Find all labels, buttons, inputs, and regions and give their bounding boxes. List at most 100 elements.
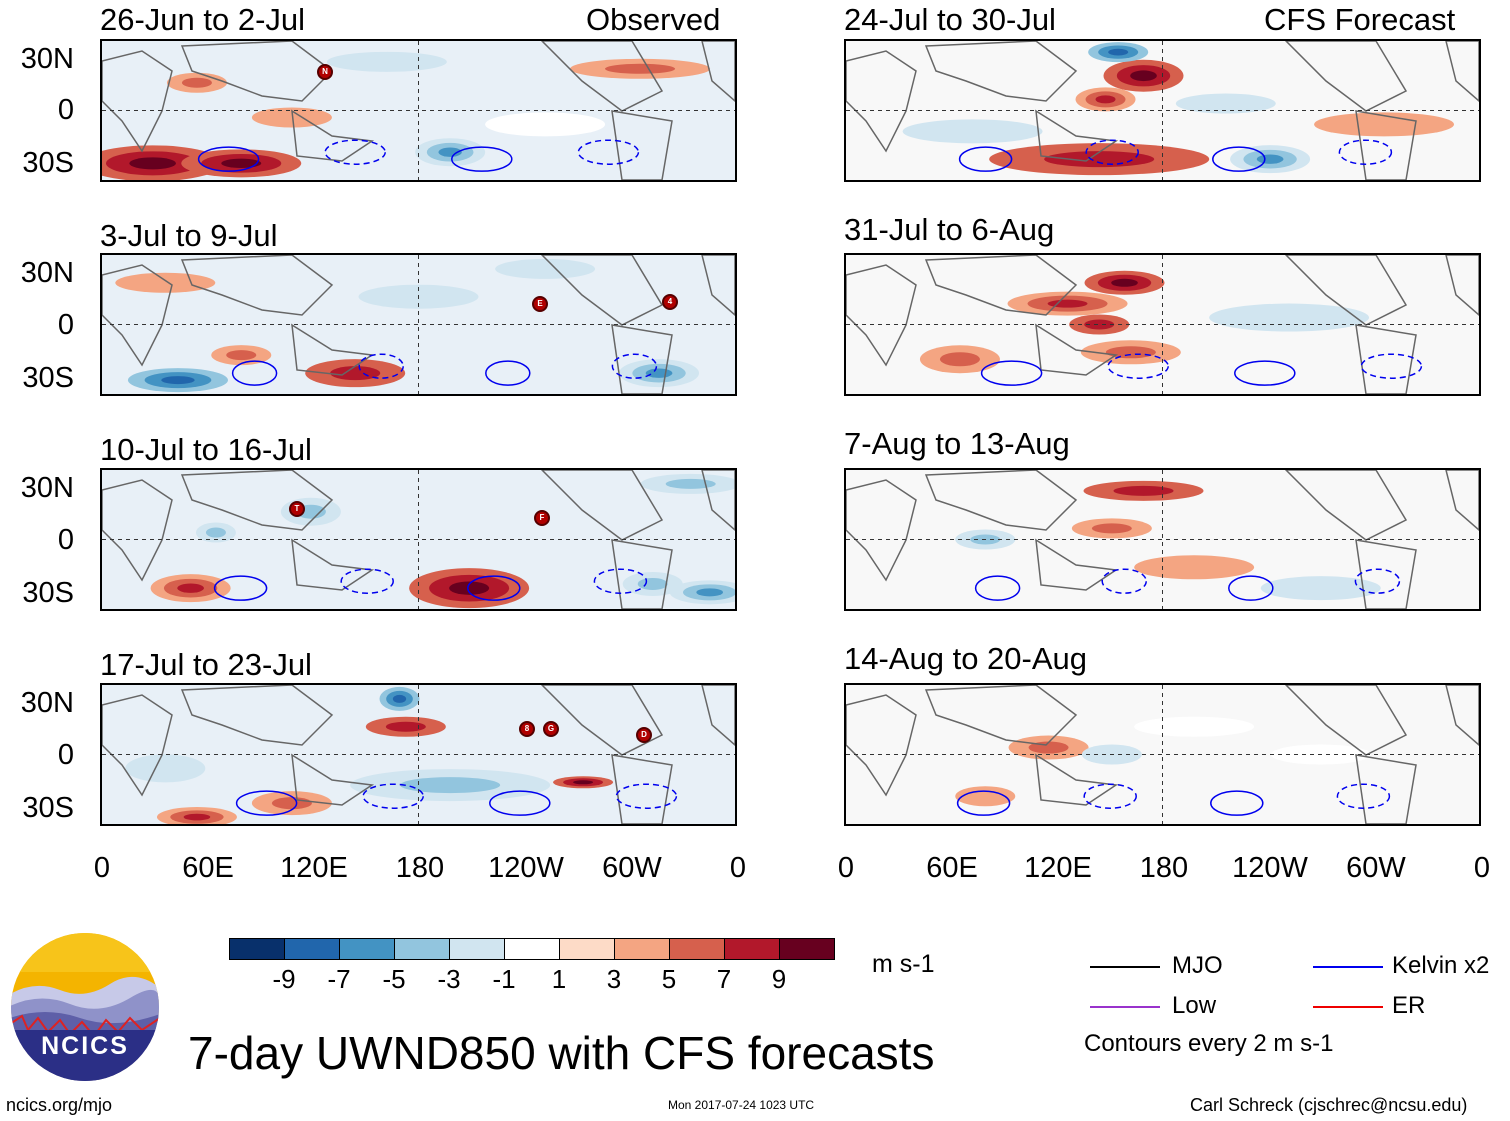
coastline (701, 685, 735, 746)
lat-label-30n: 30N (20, 472, 74, 504)
anomaly-shading (645, 368, 673, 378)
lat-label-30s: 30S (22, 362, 74, 394)
anomaly-shading (226, 350, 257, 361)
panel-title: 17-Jul to 23-Jul (100, 647, 312, 682)
coastline (1445, 470, 1479, 531)
coastline (1355, 324, 1417, 394)
lon-label: 0 (93, 852, 111, 884)
lat-label-eq: 0 (57, 94, 74, 126)
kelvin-contour (1107, 353, 1169, 379)
lon-label: 120W (488, 852, 564, 884)
coastline (291, 753, 375, 806)
anomaly-shading (902, 119, 1043, 144)
kelvin-contour (611, 353, 658, 379)
anomaly-shading (1260, 576, 1381, 601)
anomaly-shading (1105, 346, 1156, 359)
map-panel-observed-1 (100, 39, 737, 182)
colorbar-label: 1 (551, 964, 567, 994)
lat-label-eq: 0 (57, 524, 74, 556)
lon-label: 120W (1232, 852, 1308, 884)
anomaly-shading (1095, 95, 1116, 104)
kelvin-contour (1083, 783, 1137, 809)
coastline (291, 109, 375, 162)
colorbar-swatch (449, 938, 505, 960)
colorbar-label: 5 (661, 964, 677, 994)
lon-label: 0 (729, 852, 747, 884)
coastline (1284, 255, 1408, 326)
coastline (1445, 41, 1479, 102)
anomaly-shading (665, 478, 716, 489)
anomaly-shading (183, 813, 211, 821)
coastline (291, 323, 375, 376)
coastline (846, 50, 917, 153)
anomaly-shading (271, 797, 312, 810)
map-panel-forecast-4 (844, 683, 1481, 826)
legend-mjo: MJO (1172, 952, 1223, 979)
panel-title: 3-Jul to 9-Jul (100, 218, 278, 253)
colorbar-swatch (339, 938, 395, 960)
anomaly-shading (221, 158, 262, 168)
coastline (102, 479, 173, 582)
anomaly-shading (637, 577, 668, 590)
kelvin-contour (358, 353, 404, 379)
coastline (1035, 538, 1119, 591)
colorbar-swatch (559, 938, 615, 960)
footer-url: ncics.org/mjo (6, 1095, 113, 1115)
coastline (291, 538, 375, 591)
anomaly-shading (1113, 485, 1174, 496)
anomaly-shading (1175, 93, 1276, 114)
storm-marker: G (543, 721, 559, 737)
lon-label: 120E (1024, 852, 1092, 884)
anomaly-shading (1111, 278, 1138, 287)
anomaly-shading (1091, 523, 1132, 534)
anomaly-shading (939, 352, 980, 367)
lon-label: 60E (182, 852, 234, 884)
kelvin-contour (577, 139, 640, 165)
kelvin-contour (1338, 139, 1393, 165)
anomaly-shading (161, 376, 195, 385)
coastline (1035, 323, 1119, 376)
anomaly-shading (330, 366, 381, 381)
colorbar-label: -9 (272, 964, 296, 994)
colorbar (229, 938, 835, 962)
panel-title: 26-Jun to 2-Jul (100, 2, 306, 37)
kelvin-contour (489, 790, 551, 816)
colorbar-label: -3 (437, 964, 461, 994)
kelvin-contour (1234, 360, 1296, 386)
coastline (1284, 470, 1408, 541)
coastline (611, 110, 673, 180)
coastline (1035, 109, 1119, 162)
lat-label-30n: 30N (20, 257, 74, 289)
ncics-logo: NCICS (10, 932, 160, 1082)
coastline (180, 255, 334, 316)
panel-title: 24-Jul to 30-Jul (844, 2, 1056, 37)
legend-line-low (1090, 1006, 1160, 1008)
kelvin-contour (974, 575, 1021, 601)
lat-label-30n: 30N (20, 687, 74, 719)
kelvin-contour (1085, 139, 1139, 165)
anomaly-shading (1130, 70, 1157, 82)
map-panel-observed-4 (100, 683, 737, 826)
storm-marker: F (534, 510, 550, 526)
coastline (1445, 255, 1479, 316)
colorbar-swatch (614, 938, 670, 960)
kelvin-contour (1212, 146, 1266, 172)
legend-line-kelvin (1313, 966, 1383, 968)
storm-marker: 4 (662, 294, 678, 310)
legend-er: ER (1392, 992, 1426, 1019)
lon-label: 0 (837, 852, 855, 884)
coastline (540, 685, 664, 756)
coastline (540, 41, 664, 112)
kelvin-contour (956, 790, 1011, 816)
anomaly-shading (696, 588, 724, 597)
coastline (846, 694, 917, 797)
anomaly-shading (145, 761, 186, 776)
kelvin-contour (235, 790, 298, 816)
coastline (846, 264, 917, 367)
legend-low: Low (1172, 992, 1217, 1019)
kelvin-contour (231, 360, 278, 386)
map-panel-forecast-1 (844, 39, 1481, 182)
anomaly-shading (573, 780, 594, 785)
anomaly-shading (605, 63, 676, 74)
coastline (611, 324, 673, 394)
